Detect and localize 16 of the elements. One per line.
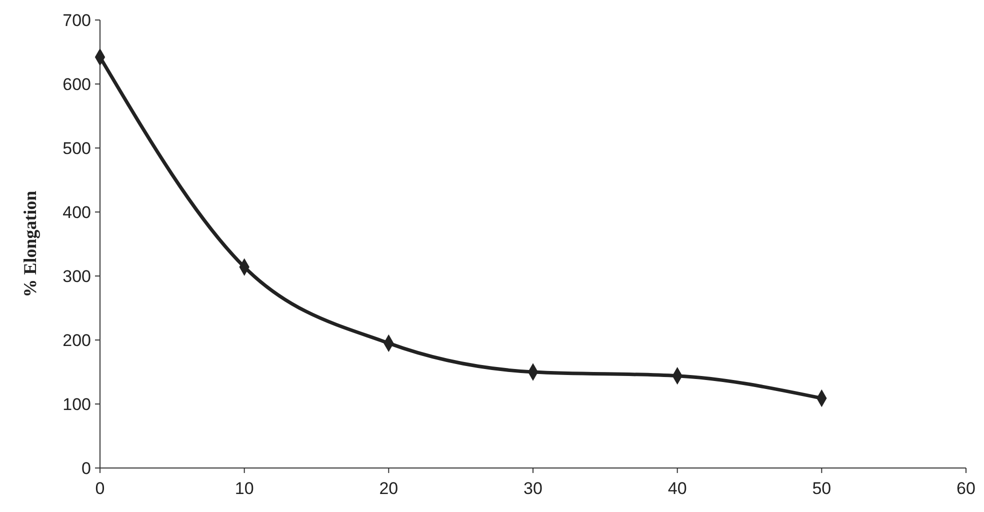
y-tick-label: 200 <box>62 330 91 350</box>
x-tick-label: 50 <box>812 479 832 498</box>
y-tick-label: 300 <box>62 266 91 286</box>
y-tick-label: 400 <box>62 202 91 222</box>
y-tick-label: 500 <box>62 138 91 158</box>
x-tick-label: 0 <box>95 479 105 498</box>
y-tick-label: 700 <box>62 10 91 30</box>
y-axis-title: % Elongation <box>20 190 40 298</box>
x-tick-label: 10 <box>234 479 254 498</box>
x-tick-label: 60 <box>956 479 976 498</box>
x-tick-label: 20 <box>379 479 398 498</box>
y-tick-label: 0 <box>82 458 91 478</box>
x-tick-label: 40 <box>668 479 687 498</box>
x-tick-label: 30 <box>524 479 542 498</box>
y-tick-label: 600 <box>62 74 91 94</box>
y-tick-label: 100 <box>62 394 91 414</box>
